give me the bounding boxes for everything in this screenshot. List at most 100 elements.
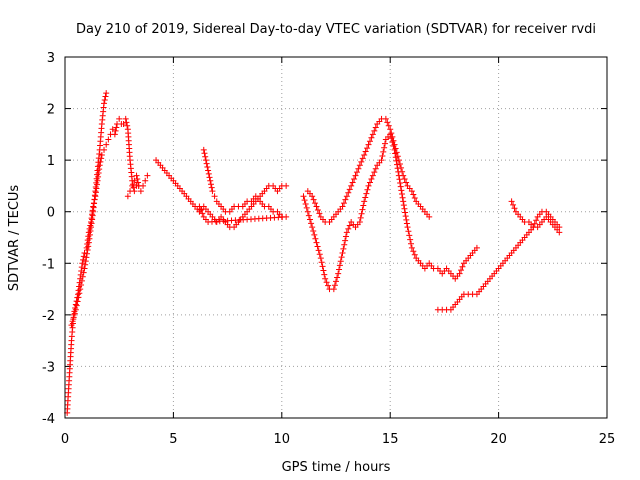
data-point <box>300 193 307 200</box>
data-point <box>381 140 388 147</box>
data-point <box>204 164 211 171</box>
data-point <box>306 216 313 223</box>
data-point <box>317 255 324 262</box>
data-point <box>314 206 321 213</box>
data-point <box>313 239 320 246</box>
data-point <box>203 160 210 167</box>
data-point <box>79 273 86 280</box>
data-point <box>533 217 540 224</box>
chart-title: Day 210 of 2019, Sidereal Day-to-day VTE… <box>76 22 596 37</box>
data-point <box>406 232 413 239</box>
data-point <box>72 301 79 308</box>
data-point <box>407 236 414 243</box>
data-point <box>323 279 330 286</box>
data-point <box>311 231 318 238</box>
data-point <box>89 216 96 223</box>
data-point <box>207 181 214 188</box>
data-point <box>80 256 87 263</box>
data-point <box>101 100 108 107</box>
data-point <box>339 249 346 256</box>
plot-frame <box>64 56 608 419</box>
data-point <box>530 224 537 231</box>
data-point <box>314 243 321 250</box>
data-point <box>389 139 396 146</box>
data-point <box>88 220 95 227</box>
data-point <box>511 205 518 212</box>
data-point <box>205 167 212 174</box>
data-point <box>112 127 119 134</box>
data-point <box>123 119 130 126</box>
data-point <box>381 144 388 151</box>
data-point <box>380 148 387 155</box>
data-point <box>358 210 365 217</box>
data-point <box>392 154 399 161</box>
data-point <box>69 318 76 325</box>
data-point <box>85 243 92 250</box>
data-point <box>398 191 405 198</box>
data-point <box>308 220 315 227</box>
data-point <box>78 281 85 288</box>
data-point <box>205 170 212 177</box>
y-axis-label: SDTVAR / TECUs <box>7 185 22 292</box>
data-point <box>316 210 323 217</box>
data-point <box>102 93 109 100</box>
data-point <box>387 131 394 138</box>
data-point <box>351 176 358 183</box>
data-point <box>369 172 376 179</box>
data-point <box>366 179 373 186</box>
data-point <box>310 228 317 235</box>
series-seg1 <box>64 115 142 416</box>
data-point <box>395 168 402 175</box>
data-point <box>315 247 322 254</box>
y-tick-label: -2 <box>42 309 55 324</box>
data-point <box>378 157 385 164</box>
data-point <box>411 194 418 201</box>
data-point <box>68 322 75 329</box>
data-point <box>379 153 386 160</box>
data-point <box>390 142 397 149</box>
data-point <box>76 290 83 297</box>
data-point <box>88 219 95 226</box>
data-point <box>140 182 147 189</box>
data-point <box>82 261 89 268</box>
data-point <box>312 200 319 207</box>
data-point <box>77 286 84 293</box>
data-point <box>200 146 207 153</box>
data-point <box>456 270 463 277</box>
data-point <box>111 131 118 138</box>
data-point <box>400 198 407 205</box>
data-point <box>358 158 365 165</box>
data-point <box>401 205 408 212</box>
x-tick-label: 10 <box>274 432 291 447</box>
data-point <box>410 191 417 198</box>
data-point <box>356 219 363 226</box>
data-point <box>88 224 95 231</box>
data-point <box>353 169 360 176</box>
data-point <box>388 135 395 142</box>
data-point <box>396 176 403 183</box>
data-point <box>302 200 309 207</box>
data-point <box>510 201 517 208</box>
data-point <box>304 208 311 215</box>
data-point <box>201 150 208 157</box>
data-point <box>92 189 99 196</box>
data-point <box>393 157 400 164</box>
data-point <box>356 162 363 169</box>
data-point <box>394 161 401 168</box>
data-point <box>362 194 369 201</box>
data-point <box>333 278 339 285</box>
data-point <box>355 165 362 172</box>
data-point <box>127 188 134 195</box>
data-point <box>337 258 344 265</box>
data-point <box>142 177 149 184</box>
data-point <box>392 150 399 157</box>
data-point <box>334 274 341 281</box>
data-point <box>403 179 410 186</box>
data-point <box>405 228 412 235</box>
data-point <box>202 153 209 160</box>
data-point <box>199 210 206 217</box>
data-point <box>371 169 378 176</box>
data-point <box>133 172 140 179</box>
data-point <box>124 122 131 129</box>
data-point <box>340 245 347 252</box>
